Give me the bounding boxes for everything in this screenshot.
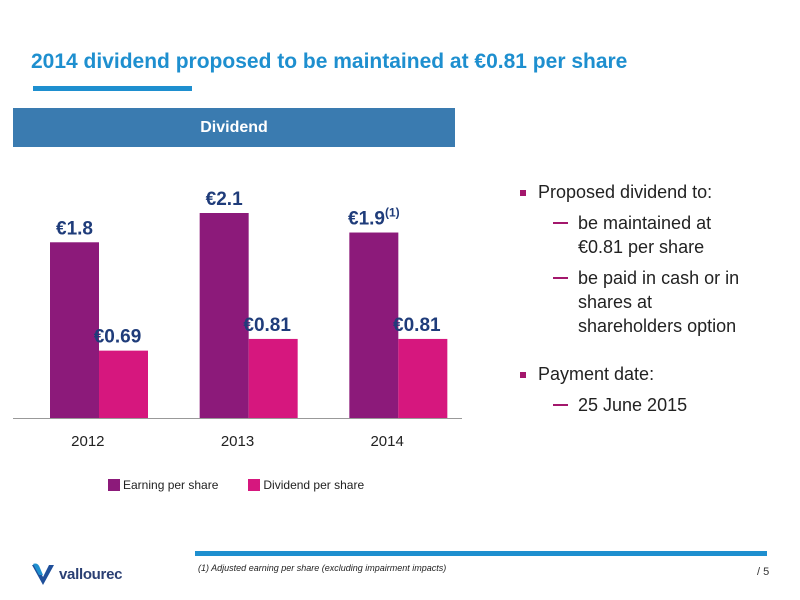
sub-bullet-line: 25 June 2015 [578,395,688,415]
x-tick-label-2013: 2013 [221,433,254,450]
sub-bullet-paid-in-cash: be paid in cash or in shares at sharehol… [520,266,790,338]
bullet-marker [520,190,526,196]
sub-bullet-maintained: be maintained at €0.81 per share [520,211,790,259]
sub-bullet-line: shareholders option [578,316,737,336]
bullet-text: Proposed dividend to: [538,182,713,202]
data-label-earning-2013: €2.1 [206,189,243,210]
bullet-text: Payment date: [538,364,655,384]
legend-swatch-dividend [248,479,261,491]
x-tick-label-2014: 2014 [370,433,403,450]
legend-item-earning: Earning per share [108,478,218,492]
data-label-earning-2012: €1.8 [56,218,93,239]
legend-label-earning: Earning per share [123,478,219,492]
bullet-list: Proposed dividend to: be maintained at €… [520,180,790,417]
bullet-payment-date: Payment date: [520,362,790,386]
sub-bullet-line: be paid in cash or in [578,268,740,288]
bar-dividend-2014 [398,338,448,418]
bar-earning-2014 [349,232,399,418]
sub-bullet-line: €0.81 per share [578,237,705,257]
data-label-footnote-mark: (1) [385,206,400,220]
footnote: (1) Adjusted earning per share (excludin… [198,563,447,573]
bar-dividend-2013 [248,338,298,418]
bar-dividend-2012 [99,350,148,418]
panel-header: Dividend [13,108,455,147]
data-label-dividend-2014: €0.81 [393,315,441,336]
bullet-proposed-dividend: Proposed dividend to: [520,180,790,204]
page-number: / 5 [757,566,770,578]
bar-earning-2013 [199,213,249,418]
sub-bullet-line: be maintained at [578,213,712,233]
logo-wordmark: vallourec [59,565,123,583]
dash-marker [553,277,568,279]
dash-marker [553,222,568,224]
title-underline [33,86,192,91]
legend-label-dividend: Dividend per share [263,478,365,492]
dash-marker [553,404,568,406]
vallourec-logo: vallourec [30,561,122,587]
chart-legend: Earning per share Dividend per share [108,478,364,492]
sub-bullet-line: shares at [578,292,653,312]
dividend-bar-chart: €1.8 €0.69 2012 €2.1 €0.81 2013 €1.9(1) €0.81 20… [13,189,462,450]
sub-bullet-date: 25 June 2015 [520,393,790,417]
legend-item-dividend: Dividend per share [248,478,364,492]
footer-rule [195,551,767,556]
vallourec-logo-icon [32,563,54,585]
bar-earning-2012 [50,242,99,418]
x-tick-label-2012: 2012 [71,433,104,450]
page-title: 2014 dividend proposed to be maintained … [31,50,628,73]
data-label-dividend-2012: €0.69 [94,327,142,348]
data-label-earning-2014: €1.9(1) [348,206,400,230]
legend-swatch-earning [108,479,120,491]
bullet-marker [520,372,526,378]
data-label-dividend-2013: €0.81 [243,315,291,336]
panel-header-label: Dividend [200,118,268,136]
